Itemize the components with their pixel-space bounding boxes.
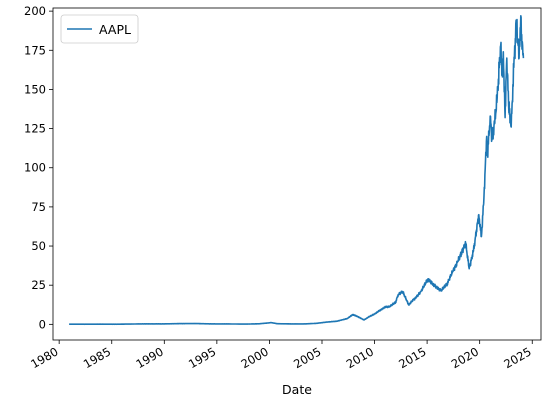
x-tick-label: 1995 — [186, 344, 218, 371]
y-tick-label: 0 — [39, 317, 46, 331]
legend-label: AAPL — [99, 22, 131, 37]
x-tick-label: 1985 — [81, 344, 113, 371]
x-tick-label: 2010 — [344, 344, 376, 371]
y-tick-label: 25 — [31, 278, 46, 292]
plot-frame — [52, 7, 542, 341]
y-tick-label: 75 — [31, 200, 46, 214]
y-tick-label: 175 — [24, 43, 46, 57]
x-tick-label: 2020 — [449, 344, 481, 371]
y-tick-label: 150 — [24, 82, 46, 96]
y-tick-label: 100 — [24, 161, 46, 175]
y-tick-label: 200 — [24, 4, 46, 18]
x-tick-label: 1980 — [28, 344, 60, 371]
y-tick-label: 125 — [24, 122, 46, 136]
y-axis-ticks: 0 25 50 75 100 125 150 175 200 — [24, 4, 53, 331]
x-tick-label: 2015 — [396, 344, 428, 371]
x-tick-label: 2005 — [291, 344, 323, 371]
x-tick-label: 2000 — [239, 344, 271, 371]
x-axis-ticks: 1980 1985 1990 1995 2000 2005 2010 2015 2020 2025 — [28, 340, 534, 371]
x-axis-title: Date — [282, 382, 312, 397]
y-tick-label: 50 — [31, 239, 46, 253]
legend-box — [60, 14, 139, 44]
series-layer — [68, 15, 525, 326]
x-tick-label: 1990 — [133, 344, 165, 371]
x-tick-label: 2025 — [501, 344, 533, 371]
legend: AAPL — [60, 14, 139, 44]
series-line-aapl — [68, 15, 525, 326]
